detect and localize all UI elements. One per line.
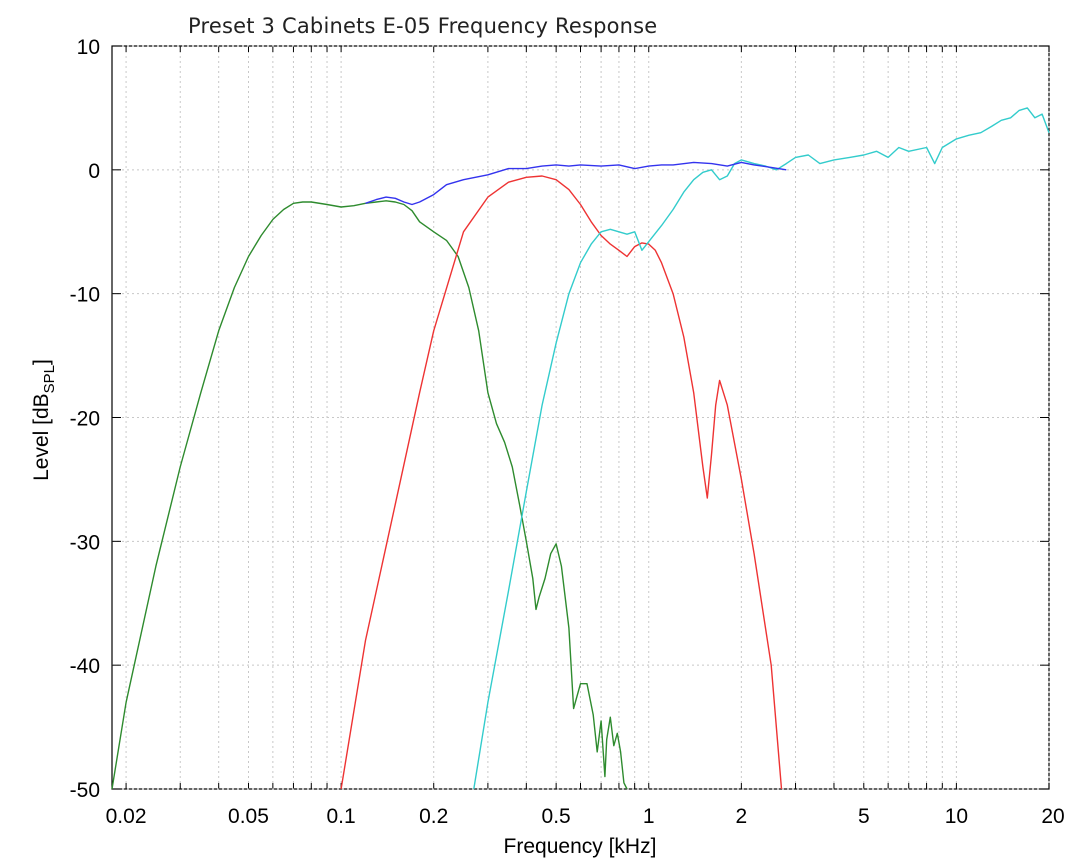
y-tick-label: -10 xyxy=(70,284,100,307)
y-tick-label: -20 xyxy=(70,408,100,431)
x-tick-label: 5 xyxy=(858,805,870,828)
series-lines xyxy=(111,107,1050,790)
x-tick-label: 0.5 xyxy=(542,805,571,828)
tick-labels: 0.02 0.05 0.1 0.2 0.5 1 2 5 10 20 10 0 -10 -20 -30 -40 -… xyxy=(70,36,1065,828)
y-tick-label: 0 xyxy=(88,160,100,183)
y-axis-label-end: ] xyxy=(30,359,53,365)
x-axis-label: Frequency [kHz] xyxy=(504,835,657,858)
y-tick-label: -40 xyxy=(70,655,100,678)
x-tick-label: 0.02 xyxy=(106,805,147,828)
series-line-1 xyxy=(111,200,628,790)
x-tick-label: 0.05 xyxy=(228,805,269,828)
y-tick-label: -50 xyxy=(70,779,100,802)
y-axis-label: Level [dBSPL] xyxy=(30,359,58,481)
y-tick-label: 10 xyxy=(77,36,100,59)
y-axis-label-subscript: SPL xyxy=(41,365,58,393)
x-tick-label: 0.2 xyxy=(419,805,448,828)
x-tick-label: 20 xyxy=(1041,805,1064,828)
x-tick-label: 10 xyxy=(945,805,968,828)
chart-title: Preset 3 Cabinets E-05 Frequency Respons… xyxy=(188,14,658,38)
y-tick-label: -30 xyxy=(70,531,100,554)
series-line-3 xyxy=(473,107,1050,790)
x-tick-label: 2 xyxy=(736,805,748,828)
series-line-2 xyxy=(340,175,783,790)
grid-lines xyxy=(112,45,1050,790)
x-tick-label: 1 xyxy=(643,805,655,828)
y-axis-label-main: Level [dB xyxy=(30,393,53,481)
x-tick-label: 0.1 xyxy=(327,805,356,828)
series-line-4 xyxy=(365,161,787,206)
